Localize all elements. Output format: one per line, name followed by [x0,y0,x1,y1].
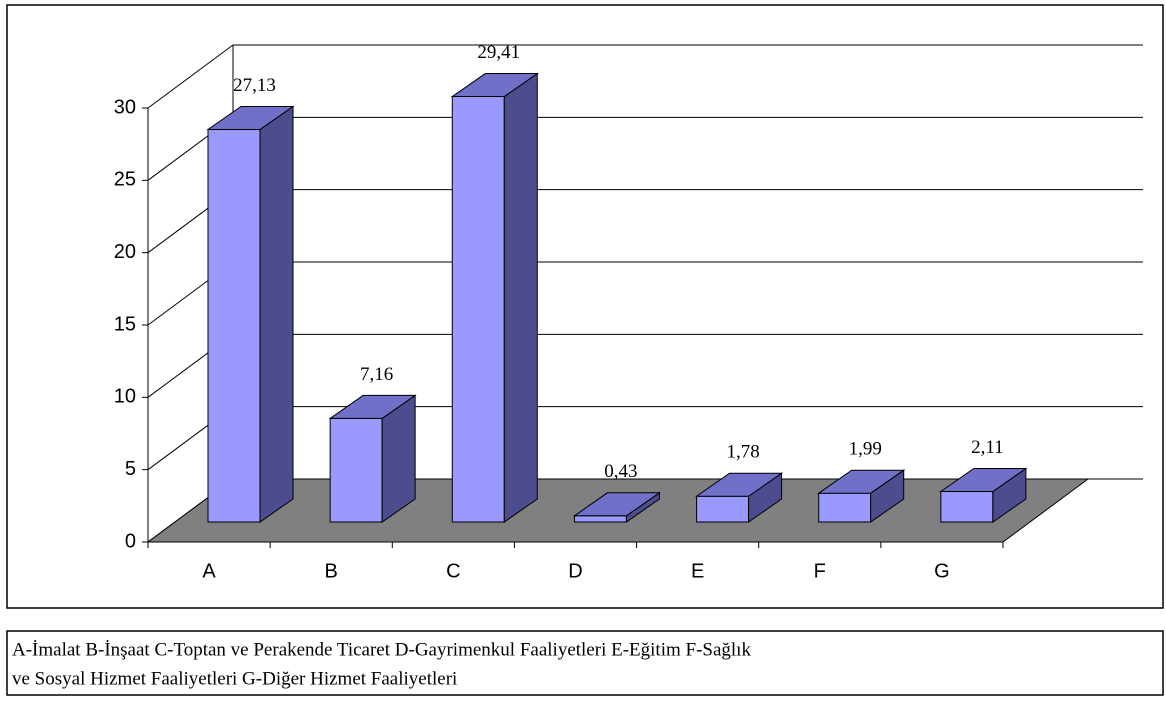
value-label: 27,13 [233,75,276,96]
caption-line: A-İmalat B-İnşaat C-Toptan ve Perakende … [12,639,751,660]
x-tick-label: C [446,560,460,582]
value-label: 2,11 [971,437,1004,458]
bar-top [817,469,906,494]
value-label: 1,99 [849,439,882,460]
caption-line: ve Sosyal Hizmet Faaliyetleri G-Diğer Hi… [12,668,457,689]
value-label: 7,16 [360,364,393,385]
bar-front [940,490,994,523]
x-tick-label: G [934,560,950,582]
bar-top [450,73,539,98]
bar-front [573,515,627,523]
x-tick-label: F [814,560,826,582]
bar-front [818,492,872,523]
y-tick-label: 30 [114,96,136,118]
value-label: 29,41 [477,42,520,63]
x-tick-label: B [325,560,338,582]
y-tick-label: 0 [125,530,136,552]
value-label: 1,78 [726,442,759,463]
bar-top [328,394,417,419]
x-tick-label: A [202,560,216,582]
bar-front [329,417,383,523]
value-label: 0,43 [604,461,637,482]
bar-front [207,129,261,523]
bar-top [694,472,784,497]
caption-box [6,630,1164,696]
bar-top [939,467,1028,492]
y-tick-label: 25 [114,169,136,191]
bar-top [572,492,662,517]
x-tick-label: D [568,560,582,582]
y-tick-label: 15 [114,313,136,335]
y-tick-label: 10 [114,386,136,408]
bar-front [696,495,750,523]
grid-line [147,44,234,109]
x-tick-label: E [691,560,704,582]
bar-front [451,96,505,523]
y-tick-label: 20 [114,241,136,263]
y-tick-label: 5 [125,458,136,480]
bar-side [259,105,294,523]
bar-side [503,72,538,523]
bar-top [206,106,295,131]
